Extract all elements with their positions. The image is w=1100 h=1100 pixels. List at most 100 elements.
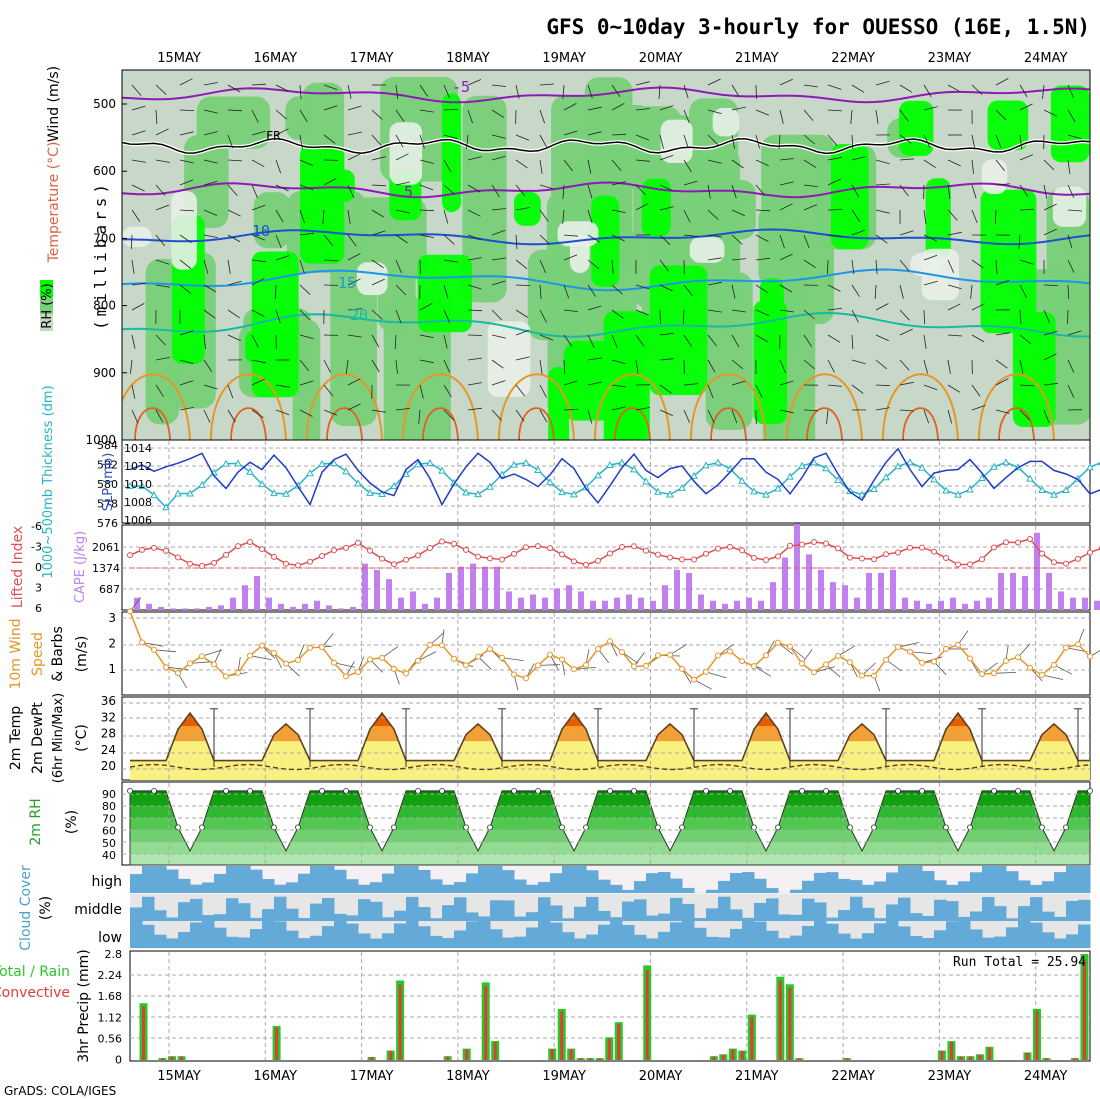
thickness-point bbox=[930, 475, 938, 483]
li-point bbox=[367, 547, 373, 554]
upper-wind-barb bbox=[155, 128, 169, 136]
wind10m-barb bbox=[153, 649, 176, 653]
upper-wind-barb bbox=[371, 134, 382, 146]
precip-conv-bar bbox=[370, 1057, 374, 1060]
upper-wind-barb bbox=[1043, 203, 1057, 211]
upper-wind-barb bbox=[227, 109, 243, 112]
upper-wind-barb bbox=[443, 209, 449, 224]
cape-bar bbox=[1094, 600, 1100, 610]
cloud-low-bar bbox=[982, 937, 995, 948]
cloud-low-bar bbox=[526, 927, 539, 948]
cloud-high-bar bbox=[622, 889, 635, 893]
cloud-high-bar bbox=[1030, 884, 1043, 893]
upper-wind-barb bbox=[875, 359, 888, 370]
upper-wind-barb bbox=[155, 357, 170, 361]
upper-wind-barb bbox=[1043, 284, 1059, 286]
upper-wind-barb bbox=[227, 234, 241, 243]
cape-bar bbox=[578, 591, 584, 610]
cloud-middle-bar bbox=[454, 897, 467, 921]
top-date-label: 23MAY bbox=[928, 51, 972, 66]
wind10m-point bbox=[907, 648, 913, 655]
li-point bbox=[1039, 550, 1045, 557]
thickness-point bbox=[702, 461, 710, 469]
thickness-point bbox=[174, 489, 182, 497]
upper-wind-barb bbox=[347, 184, 355, 198]
wind10m-point bbox=[895, 644, 901, 651]
li-point bbox=[523, 544, 529, 551]
upper-wind-barb bbox=[899, 309, 910, 321]
upper-wind-barb bbox=[203, 234, 218, 238]
li-point bbox=[355, 539, 361, 546]
thickness-point bbox=[306, 469, 314, 477]
wind10m-point bbox=[475, 653, 481, 660]
upper-wind-barb bbox=[779, 409, 794, 414]
top-date-label: 20MAY bbox=[639, 51, 683, 66]
upper-wind-barb bbox=[395, 209, 410, 214]
upper-wind-barb bbox=[491, 334, 506, 339]
cloud-high-bar bbox=[310, 866, 323, 893]
cloud-middle-bar bbox=[574, 906, 587, 921]
cloud-middle-bar bbox=[190, 898, 203, 921]
upper-wind-barb bbox=[467, 79, 482, 86]
cloud-low-bar bbox=[550, 922, 563, 948]
upper-wind-barb bbox=[755, 184, 766, 196]
upper-wind-barb bbox=[899, 259, 910, 272]
upper-wind-barb bbox=[467, 334, 483, 336]
cloud-middle-bar bbox=[274, 896, 287, 921]
upper-wind-barb bbox=[587, 84, 593, 99]
upper-wind-barb bbox=[707, 309, 722, 313]
upper-wind-barb bbox=[539, 234, 551, 245]
upper-wind-barb bbox=[755, 109, 770, 116]
cloud-middle-bar bbox=[334, 913, 347, 921]
bottom-date-label: 20MAY bbox=[639, 1069, 683, 1084]
rh2m-point bbox=[511, 787, 517, 794]
precip-panel: 2.8 2.24 1.68 1.12 0.56 0 Run Total = 25.94 T… bbox=[0, 948, 1091, 1067]
cloud-low-bar bbox=[190, 922, 203, 948]
bottom-date-label: 19MAY bbox=[542, 1069, 586, 1084]
upper-wind-barb bbox=[827, 109, 843, 112]
upper-wind-barb bbox=[659, 154, 674, 161]
cloud-low-bar bbox=[922, 937, 935, 948]
wind10m-barb bbox=[537, 664, 561, 666]
cloud-high-bar bbox=[838, 878, 851, 893]
precip-tick: 0 bbox=[115, 1054, 122, 1067]
rh-dry-area bbox=[569, 234, 590, 274]
cape-bar bbox=[302, 603, 308, 610]
upper-wind-barb bbox=[491, 84, 506, 87]
cloud-high-bar bbox=[1018, 880, 1031, 893]
upper-wind-barb bbox=[227, 334, 241, 342]
upper-wind-barb bbox=[827, 234, 842, 237]
upper-wind-barb bbox=[347, 253, 361, 261]
thickness-point bbox=[798, 461, 806, 469]
rh-saturated-area bbox=[980, 189, 1037, 334]
cloud-high-bar bbox=[298, 873, 311, 893]
cape-bar bbox=[926, 603, 932, 610]
wind10m-point bbox=[367, 656, 373, 663]
rh-dry-area bbox=[389, 122, 423, 185]
upper-wind-barb bbox=[515, 134, 530, 141]
upper-wind-barb bbox=[827, 308, 842, 311]
contour-warm bbox=[786, 373, 863, 440]
upper-wind-barb bbox=[395, 84, 399, 99]
upper-wind-barb bbox=[395, 408, 410, 411]
upper-wind-barb bbox=[131, 105, 146, 111]
wind10m-point bbox=[751, 663, 757, 670]
upper-wind-barb bbox=[659, 332, 674, 336]
precip-conv-bar bbox=[968, 1056, 972, 1060]
li-point bbox=[499, 556, 505, 563]
cape-bar bbox=[206, 606, 212, 610]
rh-saturated-area bbox=[442, 93, 462, 213]
wind10m-point bbox=[295, 657, 301, 664]
cloud-middle-bar bbox=[994, 906, 1007, 921]
cloud-high-bar bbox=[382, 873, 395, 893]
chart-title: GFS 0~10day 3-hourly for OUESSO (16E, 1.… bbox=[546, 15, 1090, 39]
cloud-high-bar bbox=[442, 884, 455, 893]
wind10m-point bbox=[859, 672, 865, 679]
upper-wind-barb bbox=[779, 158, 794, 161]
upper-wind-barb bbox=[611, 159, 622, 171]
cloud-middle-bar bbox=[898, 897, 911, 921]
cloud-low-bar bbox=[1066, 934, 1079, 948]
cloud-middle-bar bbox=[202, 915, 215, 921]
upper-wind-barb bbox=[203, 359, 213, 372]
cape-bar bbox=[254, 576, 260, 610]
